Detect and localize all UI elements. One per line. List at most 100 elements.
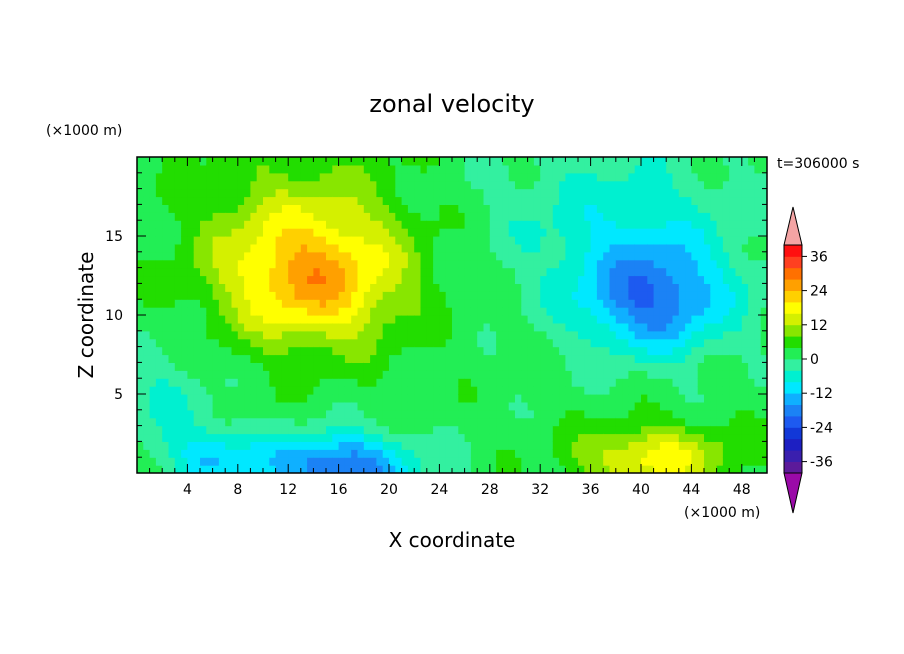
heat-cell [376,378,384,387]
heat-cell [181,180,188,190]
heat-cell [149,315,157,324]
heat-cell [256,465,264,473]
heat-cell [332,457,340,466]
heat-cell [326,251,333,261]
heat-cell [533,362,541,371]
heat-cell [256,267,264,277]
heat-cell [515,315,522,324]
heat-cell [615,362,623,371]
y-tick-label: 10 [105,308,123,324]
heat-cell [527,315,535,324]
heat-cell [584,394,592,403]
heat-cell [143,299,151,308]
heat-cell [281,315,289,324]
heat-cell [212,212,220,221]
heat-cell [760,362,767,371]
heat-cell [666,394,674,403]
heat-cell [445,283,453,292]
heat-cell [344,417,352,427]
heat-cell [452,251,459,261]
heat-cell [181,275,188,284]
heat-cell [704,315,711,324]
heat-cell [281,417,289,427]
heat-cell [590,441,598,450]
heat-cell [748,236,755,245]
heat-cell [760,425,767,435]
heat-cell [546,299,554,308]
heat-cell [382,370,390,379]
heat-cell [527,409,535,419]
heat-cell [143,307,151,316]
heat-cell [382,457,390,466]
heat-cell [149,157,157,166]
heat-cell [622,441,629,450]
heat-cell [496,291,503,300]
heat-cell [748,283,755,292]
heat-cell [162,307,170,316]
heat-cell [483,251,491,261]
heat-cell [231,307,239,316]
heat-cell [389,401,396,411]
heat-cell [250,275,258,284]
heat-cell [307,386,314,395]
heat-cell [357,196,365,205]
heat-cell [477,212,485,221]
heat-cell [338,172,346,182]
heat-cell [647,433,655,442]
heat-cell [445,409,453,419]
heat-cell [275,188,283,198]
heat-cell [527,275,535,284]
heat-cell [697,433,705,442]
heat-cell [458,330,466,340]
heat-cell [244,386,251,395]
heat-cell [357,267,365,277]
heat-cell [710,307,718,316]
heat-cell [389,275,396,284]
heat-cell [729,346,737,356]
heat-cell [439,236,447,245]
heat-cell [678,275,686,284]
heat-cell [590,449,598,458]
heat-cell [710,354,718,363]
heat-cell [174,259,182,269]
heat-cell [678,172,686,182]
heat-cell [218,180,226,190]
heat-cell [363,457,371,466]
heat-cell [697,330,705,340]
heat-cell [716,275,724,284]
heat-cell [508,401,516,411]
heat-cell [754,330,762,340]
heat-cell [382,307,390,316]
heat-cell [741,315,749,324]
heat-cell [307,204,314,213]
heat-cell [735,267,743,277]
heat-cell [263,322,270,332]
heat-cell [458,465,466,473]
heat-cell [710,330,718,340]
heat-cell [326,362,333,371]
heat-cell [237,196,245,205]
heat-cell [458,291,466,300]
heat-cell [754,236,762,245]
heat-cell [458,378,466,387]
heat-cell [678,378,686,387]
heat-cell [187,299,195,308]
heat-cell [401,433,409,442]
heat-cell [231,157,239,166]
heat-cell [666,164,674,174]
heat-cell [307,243,314,253]
heat-cell [704,307,711,316]
heat-cell [565,315,573,324]
heat-cell [666,386,674,395]
heat-cell [294,283,302,292]
heat-cell [666,157,674,166]
heat-cell [344,275,352,284]
heat-cell [615,338,623,348]
heat-cell [174,236,182,245]
heat-cell [212,378,220,387]
heat-cell [628,401,636,411]
heat-cell [200,243,207,253]
heat-cell [149,378,157,387]
heat-cell [439,283,447,292]
heat-cell [691,180,699,190]
